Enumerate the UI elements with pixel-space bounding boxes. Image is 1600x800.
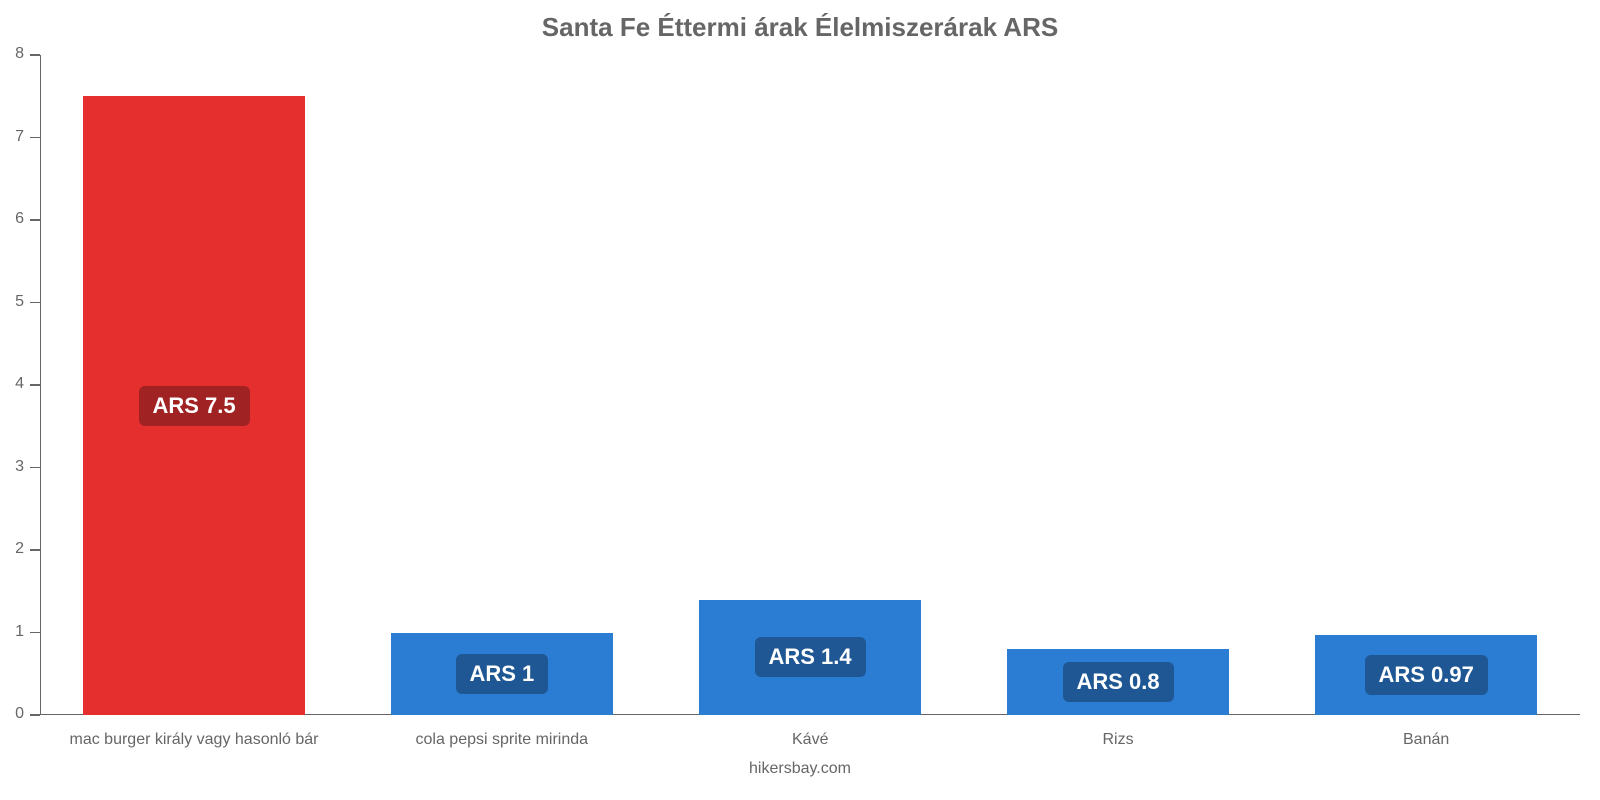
- x-category-label: Rizs: [1103, 731, 1134, 749]
- y-tick-label: 2: [0, 540, 24, 558]
- x-category-label: cola pepsi sprite mirinda: [416, 731, 589, 749]
- y-tick-label: 4: [0, 375, 24, 393]
- y-axis-line: [40, 55, 41, 715]
- y-tick-label: 8: [0, 45, 24, 63]
- y-tick-label: 3: [0, 458, 24, 476]
- x-category-label: mac burger király vagy hasonló bár: [70, 731, 319, 749]
- chart-container: Santa Fe Éttermi árak Élelmiszerárak ARS…: [0, 0, 1600, 800]
- x-category-label: Kávé: [792, 731, 828, 749]
- y-tick-mark: [30, 549, 40, 550]
- bar-value-label: ARS 1.4: [755, 637, 866, 677]
- bar-value-label: ARS 7.5: [139, 386, 250, 426]
- y-tick-label: 0: [0, 705, 24, 723]
- subcaption: hikersbay.com: [0, 760, 1600, 778]
- y-tick-mark: [30, 54, 40, 55]
- bar-value-label: ARS 0.8: [1063, 662, 1174, 702]
- bar-value-label: ARS 1: [456, 654, 549, 694]
- y-tick-mark: [30, 219, 40, 220]
- chart-title: Santa Fe Éttermi árak Élelmiszerárak ARS: [0, 12, 1600, 43]
- y-tick-mark: [30, 137, 40, 138]
- y-tick-mark: [30, 467, 40, 468]
- x-category-label: Banán: [1403, 731, 1449, 749]
- bar-value-label: ARS 0.97: [1365, 655, 1488, 695]
- y-tick-mark: [30, 714, 40, 715]
- y-tick-mark: [30, 632, 40, 633]
- y-tick-label: 7: [0, 128, 24, 146]
- y-tick-label: 6: [0, 210, 24, 228]
- y-tick-label: 1: [0, 623, 24, 641]
- y-tick-mark: [30, 302, 40, 303]
- plot-area: 012345678ARS 7.5mac burger király vagy h…: [40, 55, 1580, 715]
- y-tick-label: 5: [0, 293, 24, 311]
- y-tick-mark: [30, 384, 40, 385]
